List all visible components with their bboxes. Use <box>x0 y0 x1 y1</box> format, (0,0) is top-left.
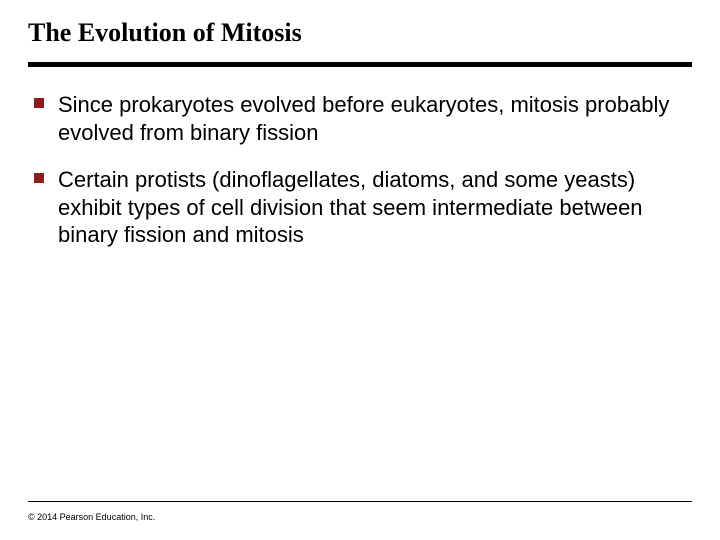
footer-divider <box>28 501 692 502</box>
title-underline <box>28 62 692 67</box>
bullet-text: Certain protists (dinoflagellates, diato… <box>58 167 643 247</box>
bullet-text: Since prokaryotes evolved before eukaryo… <box>58 92 669 145</box>
bullet-list: Since prokaryotes evolved before eukaryo… <box>28 91 692 249</box>
list-item: Since prokaryotes evolved before eukaryo… <box>34 91 692 146</box>
bullet-square-icon <box>34 98 44 108</box>
slide-title: The Evolution of Mitosis <box>28 18 692 48</box>
bullet-square-icon <box>34 173 44 183</box>
list-item: Certain protists (dinoflagellates, diato… <box>34 166 692 249</box>
slide: The Evolution of Mitosis Since prokaryot… <box>0 0 720 540</box>
copyright-text: © 2014 Pearson Education, Inc. <box>28 512 155 522</box>
